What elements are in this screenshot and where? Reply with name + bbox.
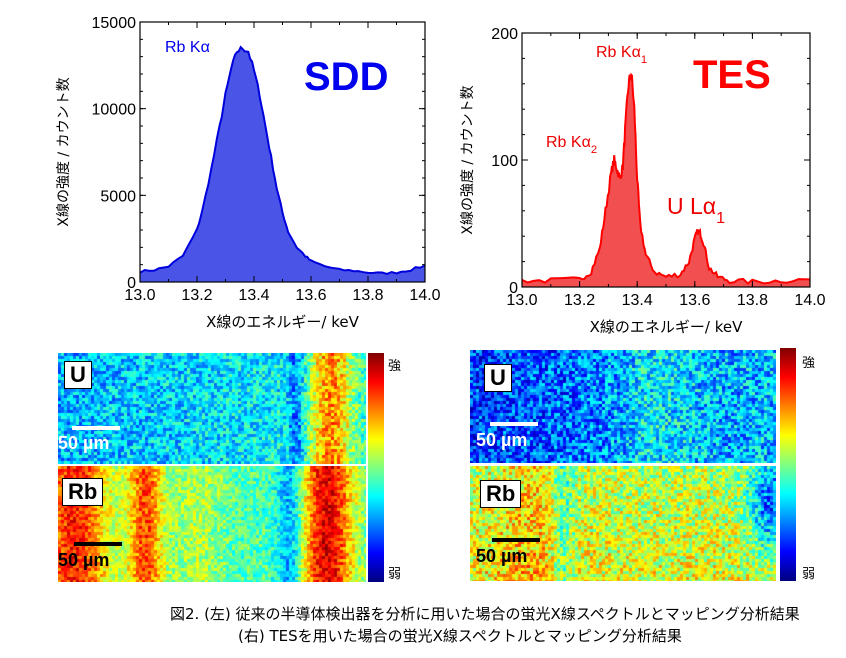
scale-bar-label: 50 µm bbox=[58, 433, 110, 453]
x-axis-label: X線のエネルギー/ keV bbox=[590, 318, 743, 336]
colorbar-low-label: 弱 bbox=[388, 567, 402, 582]
x-tick-label: 13.4 bbox=[622, 292, 653, 309]
sdd-u-map: U 50 µm bbox=[58, 353, 366, 464]
chart-tes: 0 100 200 13.0 13.2 13.4 13.6 13.8 14.0 X線のエネルギー/… bbox=[460, 26, 826, 336]
sdd-rb-map: Rb 50 µm bbox=[58, 466, 366, 582]
x-tick-label: 14.0 bbox=[409, 287, 440, 304]
y-tick-label: 100 bbox=[491, 153, 518, 170]
scale-bar bbox=[490, 422, 538, 426]
y-tick-label: 0 bbox=[127, 275, 136, 292]
y-axis-label: X線の強度 / カウント数 bbox=[56, 77, 72, 226]
chart-title: SDD bbox=[304, 55, 388, 99]
x-tick-label: 14.0 bbox=[794, 292, 825, 309]
x-tick-label: 13.8 bbox=[737, 292, 768, 309]
scale-bar-label: 50 µm bbox=[58, 550, 110, 570]
x-tick-label: 13.6 bbox=[679, 292, 710, 309]
peak-label-rb-ka2: Rb Kα2 bbox=[546, 134, 597, 156]
figure-caption: 図2. (左) 従来の半導体検出器を分析に用いた場合の蛍光X線スペクトルとマッピ… bbox=[170, 603, 800, 647]
colorbar-left bbox=[368, 353, 384, 582]
data-area bbox=[140, 47, 425, 282]
chart-sdd: 0 5000 10000 15000 13.0 13.2 13.4 13.6 13.8 14.0 X… bbox=[56, 15, 441, 331]
x-tick-label: 13.0 bbox=[506, 292, 537, 309]
x-tick-label: 13.8 bbox=[352, 287, 383, 304]
peak-label-rb-ka: Rb Kα bbox=[165, 39, 210, 56]
peak-label-rb-ka1: Rb Kα1 bbox=[596, 44, 647, 66]
data-line bbox=[139, 45, 426, 275]
y-tick-label: 5000 bbox=[100, 188, 136, 205]
map-label-u: U bbox=[64, 361, 92, 389]
colorbar-right bbox=[780, 348, 796, 581]
chart-title: TES bbox=[693, 53, 771, 97]
data-area bbox=[522, 74, 810, 287]
scale-bar-label: 50 µm bbox=[476, 430, 528, 450]
x-axis-label: X線のエネルギー/ keV bbox=[206, 313, 359, 331]
caption-line-2: (右) TESを用いた場合の蛍光X線スペクトルとマッピング分析結果 bbox=[238, 627, 682, 645]
data-line bbox=[521, 72, 811, 285]
spectra-charts: 0 5000 10000 15000 13.0 13.2 13.4 13.6 13.8 14.0 X… bbox=[56, 15, 826, 336]
tes-rb-map: Rb 50 µm bbox=[470, 466, 776, 581]
colorbar-high-label: 強 bbox=[388, 359, 402, 374]
x-tick-label: 13.4 bbox=[238, 287, 269, 304]
scale-bar-label: 50 µm bbox=[476, 546, 528, 566]
x-tick-label: 13.6 bbox=[295, 287, 326, 304]
map-label-u: U bbox=[484, 364, 512, 392]
y-tick-label: 10000 bbox=[92, 102, 137, 119]
x-tick-label: 13.2 bbox=[564, 292, 595, 309]
scale-bar bbox=[74, 542, 122, 546]
scale-bar bbox=[72, 426, 120, 430]
colorbar-high-label: 強 bbox=[802, 356, 816, 371]
tes-u-map: U 50 µm bbox=[470, 350, 776, 463]
y-tick-label: 0 bbox=[509, 280, 518, 297]
peak-label-u-la1: U Lα1 bbox=[667, 193, 725, 227]
y-axis-label: X線の強度 / カウント数 bbox=[460, 85, 476, 234]
x-tick-label: 13.2 bbox=[181, 287, 212, 304]
map-label-rb: Rb bbox=[62, 478, 104, 506]
x-tick-label: 13.0 bbox=[124, 287, 155, 304]
scale-bar bbox=[492, 538, 540, 542]
caption-line-1: 図2. (左) 従来の半導体検出器を分析に用いた場合の蛍光X線スペクトルとマッピ… bbox=[170, 605, 800, 623]
y-tick-label: 200 bbox=[491, 26, 518, 43]
colorbar-low-label: 弱 bbox=[802, 567, 816, 582]
map-label-rb: Rb bbox=[480, 480, 522, 508]
y-tick-label: 15000 bbox=[92, 15, 137, 32]
